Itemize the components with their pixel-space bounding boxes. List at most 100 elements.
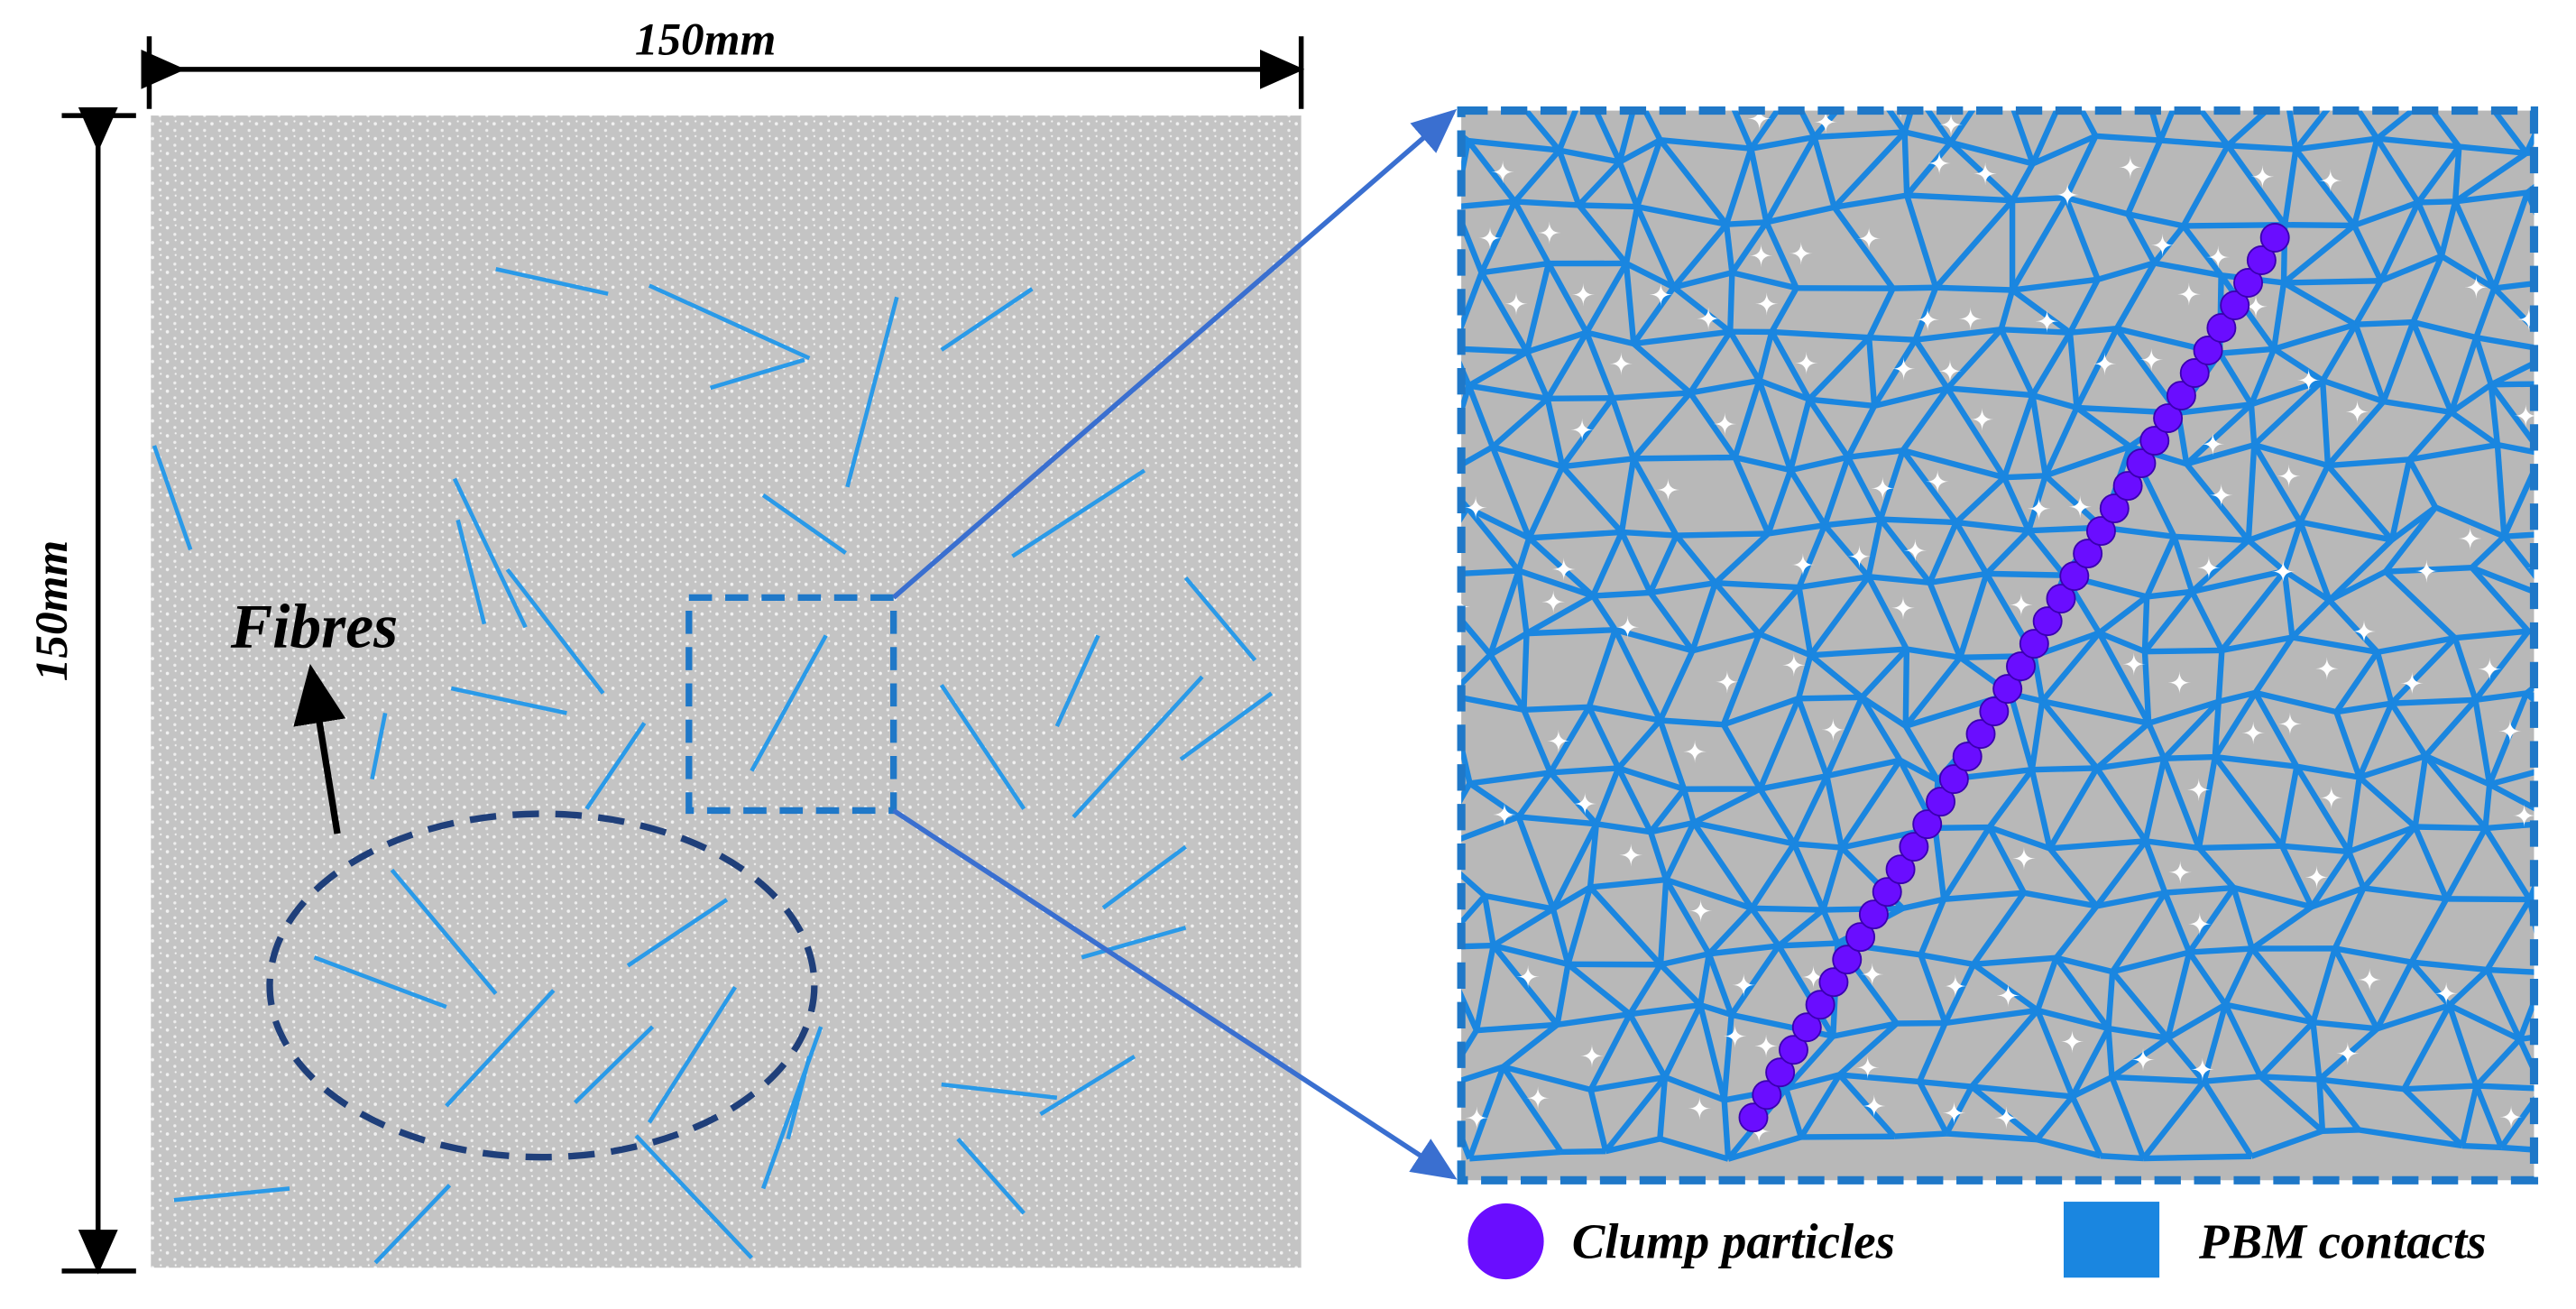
contact bbox=[2294, 765, 2351, 853]
clump-particle bbox=[2139, 426, 2170, 456]
pore bbox=[1619, 843, 1643, 867]
contact bbox=[1955, 519, 2029, 534]
fibre bbox=[584, 722, 647, 810]
contact bbox=[2560, 79, 2576, 149]
contact bbox=[1765, 469, 1794, 535]
legend-marker bbox=[1467, 1203, 1544, 1280]
pore bbox=[2201, 432, 2225, 456]
contact bbox=[2249, 946, 2315, 1025]
contact bbox=[2146, 722, 2167, 761]
contact bbox=[2542, 442, 2576, 453]
contact bbox=[1592, 110, 1623, 163]
fibre bbox=[1101, 844, 1187, 910]
contact bbox=[1688, 391, 1738, 459]
contact bbox=[2470, 534, 2507, 570]
pore bbox=[1926, 470, 1949, 493]
contact bbox=[2166, 1036, 2206, 1083]
contact bbox=[1734, 454, 1791, 474]
specimen bbox=[151, 115, 1302, 1268]
clump-particle bbox=[1926, 787, 1956, 817]
contact bbox=[1715, 579, 1799, 591]
contact bbox=[2487, 692, 2530, 786]
contact bbox=[2039, 631, 2102, 704]
fibre bbox=[626, 898, 729, 968]
fibre bbox=[1054, 634, 1100, 728]
contact bbox=[1488, 631, 1529, 658]
pore bbox=[2209, 484, 2233, 507]
contact bbox=[1866, 77, 1917, 94]
contact bbox=[1648, 591, 1696, 653]
contact bbox=[1461, 871, 1487, 899]
contact bbox=[1501, 1022, 1559, 1070]
contact bbox=[1756, 331, 1775, 382]
contact bbox=[2475, 334, 2535, 351]
contact bbox=[1837, 1021, 1899, 1077]
contact bbox=[2557, 324, 2576, 352]
contact bbox=[2374, 136, 2421, 205]
contact bbox=[1759, 772, 1828, 792]
contact bbox=[1732, 379, 1762, 458]
contact bbox=[2044, 443, 2131, 479]
contact bbox=[2065, 195, 2129, 217]
contact bbox=[1969, 1008, 2040, 1089]
contact bbox=[1551, 884, 1592, 912]
contact bbox=[2197, 110, 2231, 148]
contact bbox=[2011, 194, 2066, 204]
contact bbox=[2564, 280, 2576, 324]
contact bbox=[1461, 214, 1485, 274]
fibre bbox=[634, 1134, 753, 1259]
contact bbox=[2543, 1089, 2576, 1101]
contact bbox=[2125, 139, 2164, 216]
contact bbox=[1512, 199, 1551, 265]
contact bbox=[1550, 822, 1599, 910]
contact bbox=[2189, 590, 2225, 652]
contact bbox=[2328, 568, 2387, 604]
contact bbox=[2358, 1127, 2463, 1149]
contact bbox=[1517, 567, 1595, 599]
contact bbox=[2334, 945, 2413, 965]
contact bbox=[1469, 1148, 1562, 1162]
contact bbox=[1791, 843, 1826, 911]
contact bbox=[2482, 784, 2493, 829]
contact bbox=[2075, 405, 2132, 449]
contact bbox=[1901, 896, 1945, 912]
pore bbox=[2244, 295, 2268, 318]
contact bbox=[2159, 137, 2229, 149]
pore bbox=[1855, 1055, 1880, 1080]
contact bbox=[2203, 1074, 2261, 1084]
fibre bbox=[750, 634, 828, 772]
contact bbox=[1658, 963, 1703, 1008]
contact bbox=[1869, 334, 1916, 343]
pore bbox=[1938, 359, 1962, 383]
contact bbox=[1795, 654, 1814, 700]
clump-particle bbox=[1938, 764, 1969, 795]
contact bbox=[1708, 943, 1780, 957]
contact bbox=[2180, 143, 2231, 228]
contact bbox=[2562, 823, 2572, 901]
contact bbox=[2271, 282, 2287, 350]
contact bbox=[1467, 137, 1560, 153]
contact bbox=[2374, 650, 2395, 705]
pore bbox=[2415, 559, 2439, 583]
contact bbox=[2322, 377, 2385, 405]
contact bbox=[1763, 135, 1817, 224]
contact bbox=[1973, 954, 2056, 968]
contact bbox=[1788, 398, 1812, 471]
contact bbox=[2355, 318, 2414, 327]
contact bbox=[1725, 88, 1790, 91]
pore bbox=[1516, 964, 1540, 989]
pore bbox=[2191, 1057, 2214, 1082]
contact bbox=[2401, 1003, 2452, 1091]
pore bbox=[1656, 478, 1680, 502]
clump-particle bbox=[1779, 1035, 1808, 1065]
zoom-line bbox=[891, 108, 1458, 600]
contact bbox=[2164, 753, 2215, 761]
contact bbox=[2094, 766, 2148, 843]
contact bbox=[2105, 1028, 2115, 1078]
contact bbox=[1469, 770, 1551, 787]
contact bbox=[2564, 201, 2576, 281]
contact bbox=[1749, 842, 1797, 910]
contact bbox=[1587, 1012, 1633, 1092]
contact bbox=[1466, 504, 1531, 541]
contact bbox=[2183, 87, 2286, 93]
